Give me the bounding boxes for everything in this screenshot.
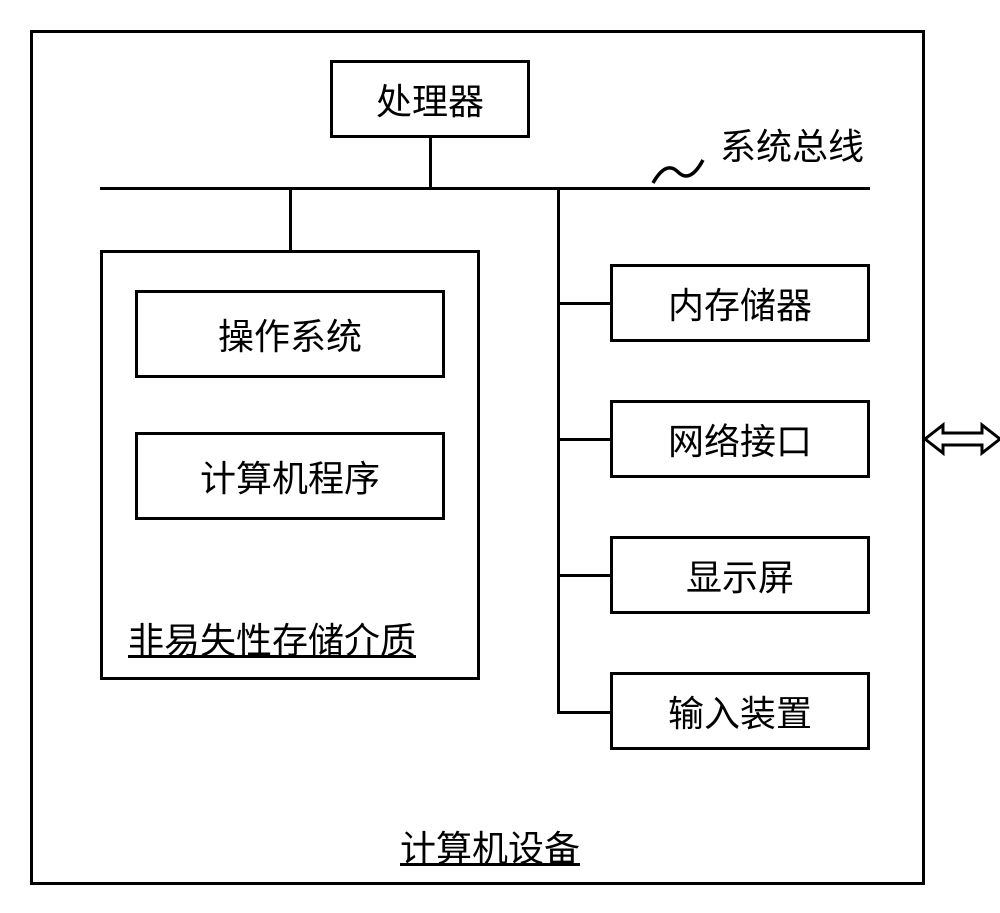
os-label: 操作系统 xyxy=(218,308,362,360)
device-title: 计算机设备 xyxy=(400,820,580,872)
bus-line xyxy=(100,187,870,190)
connector-memory xyxy=(557,302,610,305)
memory-box: 内存储器 xyxy=(610,264,870,342)
display-label: 显示屏 xyxy=(686,549,794,601)
program-label: 计算机程序 xyxy=(200,450,380,502)
double-arrow-icon xyxy=(925,419,1000,459)
network-label: 网络接口 xyxy=(668,413,812,465)
connector-network xyxy=(557,438,610,441)
right-vertical-bus xyxy=(557,187,560,714)
input-label: 输入装置 xyxy=(668,685,812,737)
processor-label: 处理器 xyxy=(376,73,484,125)
bus-tilde-mark xyxy=(648,150,708,190)
network-box: 网络接口 xyxy=(610,400,870,478)
connector-input xyxy=(557,711,610,714)
connector-display xyxy=(557,574,610,577)
program-box: 计算机程序 xyxy=(135,432,445,520)
bus-label: 系统总线 xyxy=(720,118,864,170)
display-box: 显示屏 xyxy=(610,536,870,614)
memory-label: 内存储器 xyxy=(668,277,812,329)
processor-bus-connector xyxy=(429,138,432,187)
storage-bus-connector xyxy=(289,187,292,250)
input-box: 输入装置 xyxy=(610,672,870,750)
storage-label: 非易失性存储介质 xyxy=(128,612,416,664)
processor-box: 处理器 xyxy=(330,60,530,138)
os-box: 操作系统 xyxy=(135,290,445,378)
